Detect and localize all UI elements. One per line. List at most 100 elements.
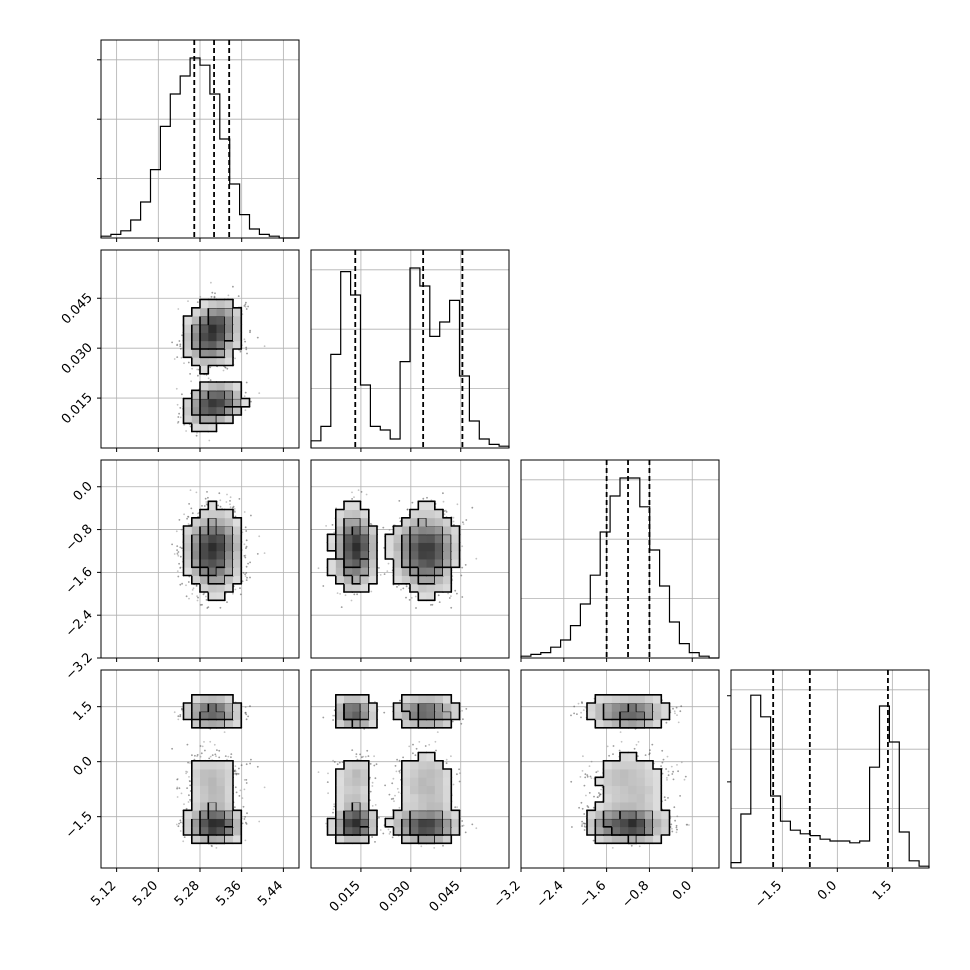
sample-point (179, 416, 182, 419)
sample-point (191, 593, 194, 595)
density-cell (191, 357, 201, 366)
sample-point (245, 530, 248, 532)
sample-point (191, 367, 194, 370)
sample-point (205, 599, 208, 601)
density-cell (200, 307, 209, 317)
sample-point (187, 361, 190, 364)
sample-point (185, 430, 188, 432)
density-cell (200, 398, 209, 408)
sample-point (232, 592, 234, 595)
density-cell (216, 307, 226, 317)
density-cell (183, 398, 193, 408)
density-cell (208, 415, 217, 424)
sample-point (256, 553, 259, 555)
sample-point (186, 517, 189, 520)
sample-point (245, 348, 248, 351)
density-cell (224, 382, 234, 391)
sample-point (245, 346, 248, 349)
sample-point (207, 377, 210, 380)
density-cell (183, 415, 193, 424)
density-cell (224, 324, 234, 333)
sample-point (219, 505, 222, 508)
sample-point (190, 507, 193, 510)
sample-point (199, 295, 202, 298)
density-cell (208, 316, 217, 325)
density-cell (191, 406, 201, 416)
sample-point (249, 576, 251, 579)
sample-point (250, 514, 252, 517)
sample-point (187, 523, 190, 525)
sample-point (179, 583, 182, 586)
sample-point (234, 511, 236, 513)
sample-point (239, 587, 241, 589)
sample-point (176, 356, 179, 358)
sample-point (243, 395, 246, 398)
sample-point (243, 543, 246, 546)
sample-point (239, 350, 242, 352)
sample-point (245, 547, 247, 549)
density-cell (224, 299, 234, 309)
sample-point (226, 601, 228, 603)
density-cell (200, 406, 209, 416)
sample-point (244, 391, 247, 394)
sample-point (244, 573, 247, 576)
density-cell (183, 332, 193, 342)
sample-point (205, 503, 208, 505)
sample-point (245, 545, 248, 548)
sample-point (181, 547, 183, 550)
sample-point (176, 356, 179, 358)
sample-point (176, 549, 179, 551)
sample-point (202, 593, 205, 596)
density-cell (233, 324, 242, 333)
density-cell (191, 415, 201, 424)
density-cell (224, 398, 234, 408)
density-cell (216, 390, 226, 399)
sample-point (219, 606, 222, 609)
sample-point (213, 295, 216, 298)
sample-point (176, 570, 179, 572)
density-cell (208, 349, 217, 358)
sample-point (183, 362, 185, 365)
density-cell (216, 357, 226, 366)
density-cell (233, 340, 242, 350)
sample-point (181, 334, 184, 337)
density-cell (233, 398, 242, 408)
sample-point (244, 526, 247, 529)
sample-point (176, 344, 179, 346)
density-cell (208, 390, 217, 399)
sample-point (256, 553, 259, 555)
sample-point (229, 496, 232, 499)
sample-point (249, 329, 252, 332)
sample-point (204, 497, 207, 500)
density-cell (233, 390, 242, 399)
sample-point (203, 505, 206, 507)
sample-point (177, 421, 180, 423)
sample-point (249, 331, 251, 334)
sample-point (177, 554, 180, 557)
density-cell (224, 415, 234, 424)
sample-point (205, 599, 208, 601)
sample-point (242, 571, 245, 574)
density-cell (216, 316, 226, 325)
density-cell (191, 340, 201, 350)
sample-point (179, 566, 182, 569)
density-cell (208, 382, 217, 391)
sample-point (214, 292, 216, 295)
density-cell (216, 415, 226, 424)
density-cell (208, 398, 217, 408)
density-cell (216, 340, 226, 350)
sample-point (195, 585, 198, 587)
sample-point (180, 356, 183, 359)
density-cell (200, 357, 209, 366)
sample-point (188, 597, 190, 600)
sample-point (239, 593, 242, 596)
density-cell (233, 382, 242, 391)
sample-point (224, 366, 227, 369)
sample-point (245, 308, 248, 310)
density-cell (233, 307, 242, 317)
sample-point (234, 515, 237, 518)
sample-point (258, 392, 261, 394)
sample-point (243, 338, 246, 341)
density-cell (224, 307, 234, 317)
density-cell (200, 324, 209, 333)
